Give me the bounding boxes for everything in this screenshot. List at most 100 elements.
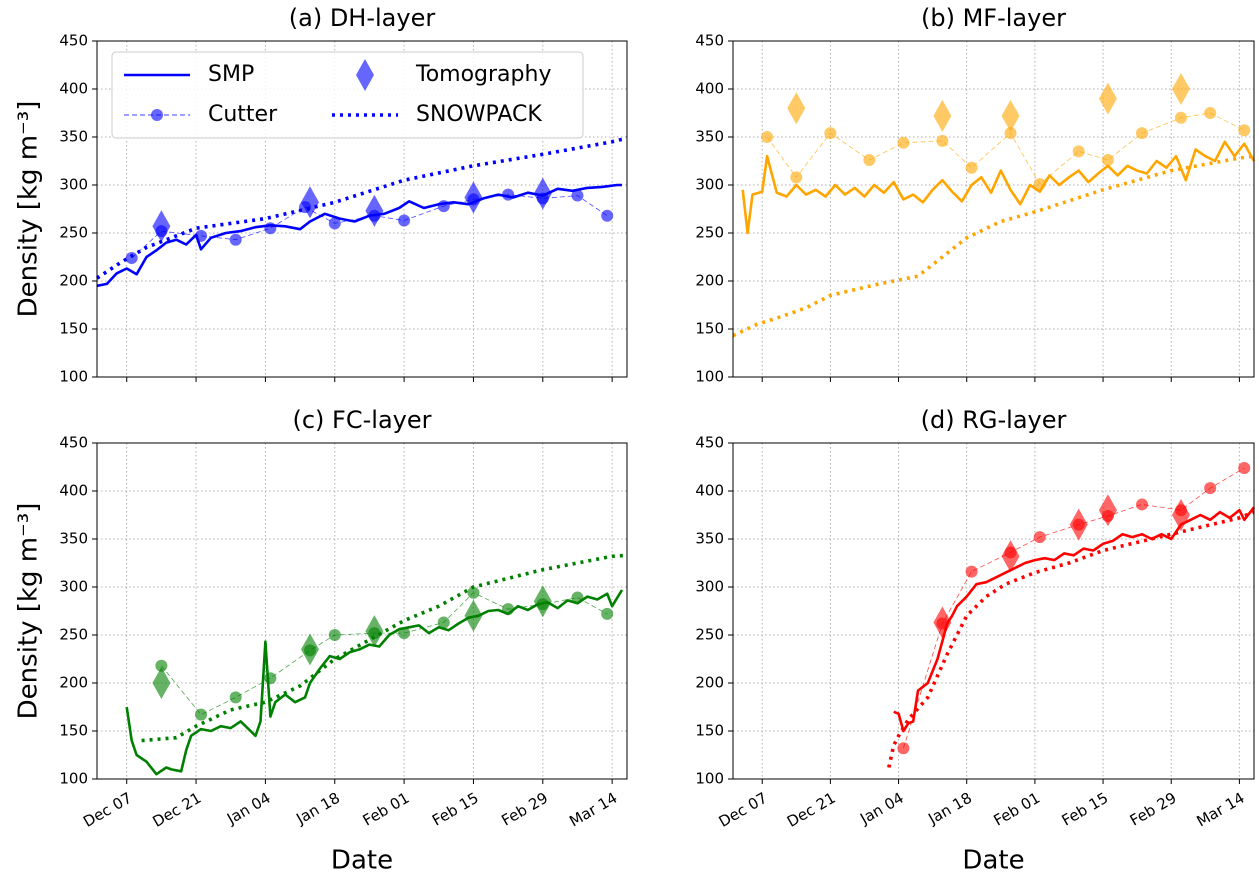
y-tick-label: 400 (59, 80, 88, 98)
tomography-point (1171, 73, 1190, 105)
tomography-point (533, 585, 552, 618)
y-tick-label: 450 (59, 32, 88, 50)
y-tick-label: 200 (695, 272, 724, 290)
cutter-point (761, 131, 774, 143)
panel: 100 150 200 250 300 350 400 450 (b) MF-layer (695, 4, 1256, 386)
cutter-point (229, 691, 242, 704)
cutter-point (437, 616, 450, 629)
y-tick-label: 350 (59, 128, 88, 146)
cutter-point (965, 565, 978, 578)
y-tick-label: 300 (695, 176, 724, 194)
x-tick-label: Dec 21 (784, 789, 839, 831)
cutter-point (863, 154, 876, 167)
series-line (96, 136, 628, 280)
panel: 100 150 200 250 300 350 400 450 (a) DH-layer Dens… (14, 4, 628, 386)
legend-label: Cutter (208, 102, 278, 127)
y-tick-label: 150 (695, 722, 724, 740)
panel: 100 150 200 250 300 350 400 450 Dec 07 Dec 21 Jan … (695, 406, 1256, 876)
cutter-point (502, 603, 515, 616)
series-line (741, 140, 1256, 235)
y-tick-label: 100 (695, 368, 724, 386)
series-line (96, 183, 622, 288)
series-line (887, 510, 1255, 768)
y-tick-label: 200 (695, 674, 724, 692)
tomography-point (1001, 540, 1020, 573)
cutter-point (398, 627, 411, 640)
cutter-point (437, 200, 450, 213)
series-line (893, 506, 1256, 733)
panel: 100 150 200 250 300 350 400 450 Dec 07 Dec 21 Jan … (14, 406, 628, 876)
cutter-point (1238, 461, 1251, 474)
cutter-point (195, 708, 208, 721)
cutter-point (1238, 124, 1251, 137)
x-tick-label: Feb 01 (360, 789, 413, 830)
x-tick-label: Mar 14 (566, 789, 620, 831)
legend-marker (151, 109, 163, 121)
plot-frame (732, 442, 1255, 780)
tomography-point (1098, 494, 1117, 527)
y-tick-label: 250 (59, 224, 88, 242)
series-line (161, 592, 608, 716)
plot-frame (96, 40, 628, 378)
y-axis-label: Density [kg m⁻³] (14, 101, 44, 318)
y-tick-label: 200 (59, 272, 88, 290)
cutter-point (897, 136, 910, 149)
cutter-point (601, 607, 614, 620)
x-tick-label: Feb 15 (429, 789, 482, 830)
y-tick-label: 400 (695, 482, 724, 500)
y-tick-label: 350 (695, 128, 724, 146)
plot-frame (732, 40, 1255, 378)
cutter-point (264, 222, 277, 235)
tomography-point (464, 599, 483, 632)
panel-title: (d) RG-layer (921, 406, 1067, 434)
cutter-point (1033, 178, 1046, 191)
x-tick-label: Jan 18 (292, 789, 343, 829)
cutter-point (1033, 531, 1046, 544)
y-tick-label: 400 (695, 80, 724, 98)
cutter-point (571, 189, 584, 202)
cutter-point (936, 134, 949, 147)
legend-marker (356, 59, 374, 91)
y-axis-label: Density [kg m⁻³] (14, 503, 44, 720)
y-tick-label: 100 (59, 770, 88, 788)
panel-title: (a) DH-layer (289, 4, 436, 32)
cutter-point (1174, 111, 1187, 124)
x-axis-label: Date (962, 846, 1024, 876)
y-tick-label: 350 (59, 530, 88, 548)
y-tick-label: 100 (695, 770, 724, 788)
legend-label: Tomography (415, 62, 551, 87)
cutter-point (328, 217, 341, 230)
y-tick-label: 350 (695, 530, 724, 548)
cutter-point (467, 586, 480, 599)
x-tick-label: Jan 04 (223, 789, 274, 829)
x-tick-label: Dec 21 (150, 789, 205, 831)
cutter-point (965, 161, 978, 174)
y-tick-label: 200 (59, 674, 88, 692)
cutter-point (1101, 154, 1114, 167)
tomography-point (365, 194, 384, 227)
x-tick-label: Feb 29 (498, 789, 551, 830)
series-line (125, 589, 624, 776)
cutter-point (1072, 145, 1085, 158)
tomography-point (1069, 508, 1088, 541)
y-tick-label: 300 (695, 578, 724, 596)
series-line (903, 467, 1245, 749)
panel-title: (b) MF-layer (921, 4, 1066, 32)
cutter-point (571, 591, 584, 604)
y-tick-label: 150 (59, 722, 88, 740)
cutter-point (502, 188, 515, 201)
series-line (141, 553, 628, 743)
tomography-point (152, 210, 171, 243)
cutter-point (824, 127, 837, 140)
y-tick-label: 250 (695, 224, 724, 242)
cutter-point (1004, 127, 1017, 140)
cutter-point (155, 659, 168, 672)
legend-label: SMP (208, 62, 254, 87)
tomography-point (533, 177, 552, 210)
y-tick-label: 250 (59, 626, 88, 644)
tomography-point (1171, 499, 1190, 531)
y-tick-label: 100 (59, 368, 88, 386)
x-tick-label: Dec 07 (716, 789, 771, 831)
y-tick-label: 150 (695, 320, 724, 338)
